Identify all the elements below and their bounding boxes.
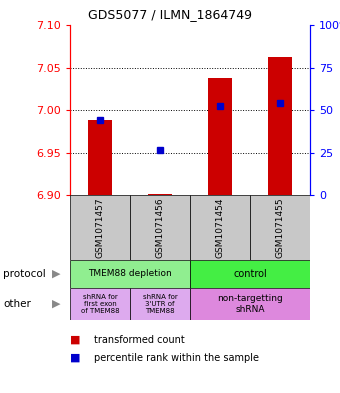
Text: control: control [233,269,267,279]
Bar [250,195,310,260]
Bar [190,288,310,320]
Bar [70,195,130,260]
Text: ■: ■ [70,353,81,363]
Text: ▶: ▶ [52,299,61,309]
Bar [130,195,190,260]
Text: GSM1071457: GSM1071457 [96,197,104,258]
Text: shRNA for
3'UTR of
TMEM88: shRNA for 3'UTR of TMEM88 [142,294,177,314]
Text: ▶: ▶ [52,269,61,279]
Text: other: other [3,299,31,309]
Bar [190,195,250,260]
Text: transformed count: transformed count [94,335,185,345]
Text: shRNA for
first exon
of TMEM88: shRNA for first exon of TMEM88 [81,294,119,314]
Bar [130,288,190,320]
Text: GSM1071455: GSM1071455 [275,197,285,258]
Bar [190,260,310,288]
Text: TMEM88 depletion: TMEM88 depletion [88,270,172,279]
Bar [208,78,232,195]
Text: percentile rank within the sample: percentile rank within the sample [94,353,259,363]
Text: GSM1071456: GSM1071456 [155,197,165,258]
Bar [70,288,130,320]
Bar [148,194,172,195]
Bar [70,260,190,288]
Bar [88,120,112,195]
Text: non-targetting
shRNA: non-targetting shRNA [217,294,283,314]
Text: GSM1071454: GSM1071454 [216,197,224,258]
Text: protocol: protocol [3,269,46,279]
Bar [268,57,292,195]
Text: GDS5077 / ILMN_1864749: GDS5077 / ILMN_1864749 [88,8,252,21]
Text: ■: ■ [70,335,81,345]
